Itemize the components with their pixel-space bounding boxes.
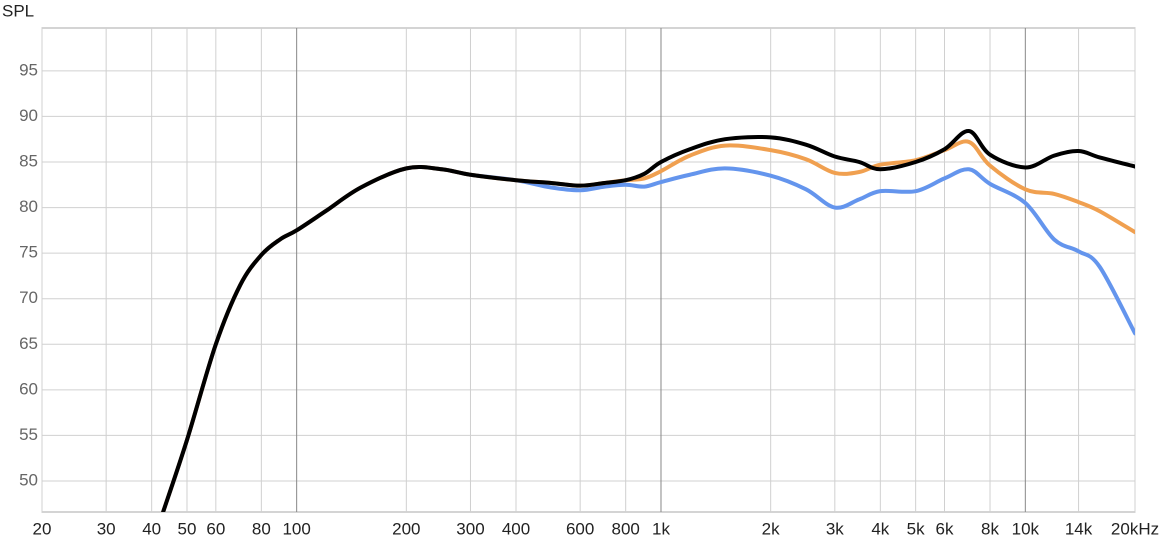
x-tick-label: 14k bbox=[1065, 519, 1093, 538]
x-tick-label: 4k bbox=[871, 519, 889, 538]
y-tick-label: 60 bbox=[19, 379, 38, 398]
x-tick-label: 5k bbox=[907, 519, 925, 538]
y-tick-label: 70 bbox=[19, 288, 38, 307]
x-tick-label: 60 bbox=[206, 519, 225, 538]
plot-area bbox=[41, 27, 1136, 513]
lines bbox=[161, 128, 1135, 512]
y-tick-label: 80 bbox=[19, 197, 38, 216]
labels: 50 55 60 65 70 75 80 85 90 95 20 30 40 50 60 80 100 200 30… bbox=[19, 60, 1159, 538]
x-tick-label: 2k bbox=[762, 519, 780, 538]
x-tick-label: 3k bbox=[826, 519, 844, 538]
y-tick-label: 65 bbox=[19, 334, 38, 353]
x-tick-label: 20kHz bbox=[1111, 519, 1159, 538]
y-tick-label: 90 bbox=[19, 106, 38, 125]
x-tick-label: 20 bbox=[33, 519, 52, 538]
x-tick-label: 80 bbox=[252, 519, 271, 538]
x-tick-label: 800 bbox=[611, 519, 639, 538]
response-line bbox=[161, 128, 1135, 512]
y-tick-label: 50 bbox=[19, 470, 38, 489]
y-tick-label: 55 bbox=[19, 425, 38, 444]
x-tick-label: 6k bbox=[936, 519, 954, 538]
y-tick-label: 85 bbox=[19, 151, 38, 170]
x-tick-label: 50 bbox=[178, 519, 197, 538]
y-tick-label: 95 bbox=[19, 60, 38, 79]
x-tick-label: 200 bbox=[392, 519, 420, 538]
grid bbox=[41, 28, 1136, 512]
x-tick-label: 1k bbox=[652, 519, 670, 538]
x-tick-label: 300 bbox=[456, 519, 484, 538]
x-tick-label: 10k bbox=[1012, 519, 1040, 538]
x-tick-label: 400 bbox=[502, 519, 530, 538]
y-tick-label: 75 bbox=[19, 243, 38, 262]
x-tick-label: 8k bbox=[981, 519, 999, 538]
x-tick-label: 30 bbox=[97, 519, 116, 538]
x-tick-label: 40 bbox=[142, 519, 161, 538]
x-tick-label: 600 bbox=[566, 519, 594, 538]
y-axis-label: SPL bbox=[2, 1, 34, 20]
x-tick-label: 100 bbox=[282, 519, 310, 538]
